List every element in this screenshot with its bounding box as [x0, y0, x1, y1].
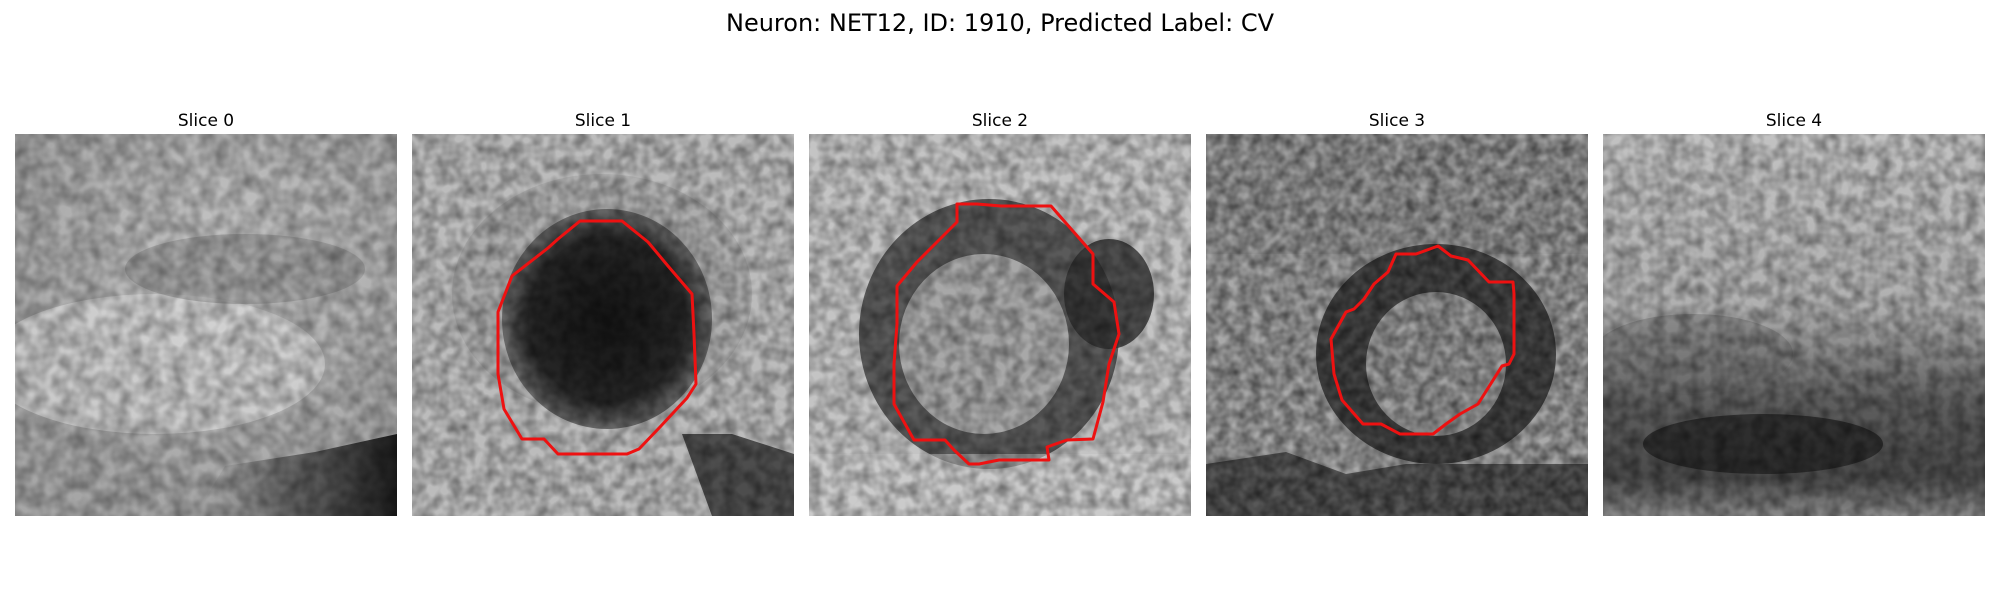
slice-image: [809, 134, 1191, 516]
slice-image: [1603, 134, 1985, 516]
panel-title: Slice 1: [574, 111, 632, 131]
segmentation-contour: [496, 219, 698, 456]
segmentation-contour: [1329, 244, 1516, 436]
panel-slice-0: Slice 0: [15, 108, 397, 516]
panel-slice-3: Slice 3: [1206, 108, 1588, 516]
panel-title: Slice 3: [1368, 111, 1426, 131]
panel-slice-4: Slice 4: [1603, 108, 1985, 516]
segmentation-contour: [892, 202, 1121, 466]
panel-title: Slice 2: [971, 111, 1029, 131]
slice-image: [15, 134, 397, 516]
panel-title: Slice 0: [177, 111, 235, 131]
panel-slice-2: Slice 2: [809, 108, 1191, 516]
panel-title: Slice 4: [1765, 111, 1823, 131]
figure-title: Neuron: NET12, ID: 1910, Predicted Label…: [726, 9, 1274, 37]
panel-slice-1: Slice 1: [412, 108, 794, 516]
slice-image: [1206, 134, 1588, 516]
slice-image: [412, 134, 794, 516]
